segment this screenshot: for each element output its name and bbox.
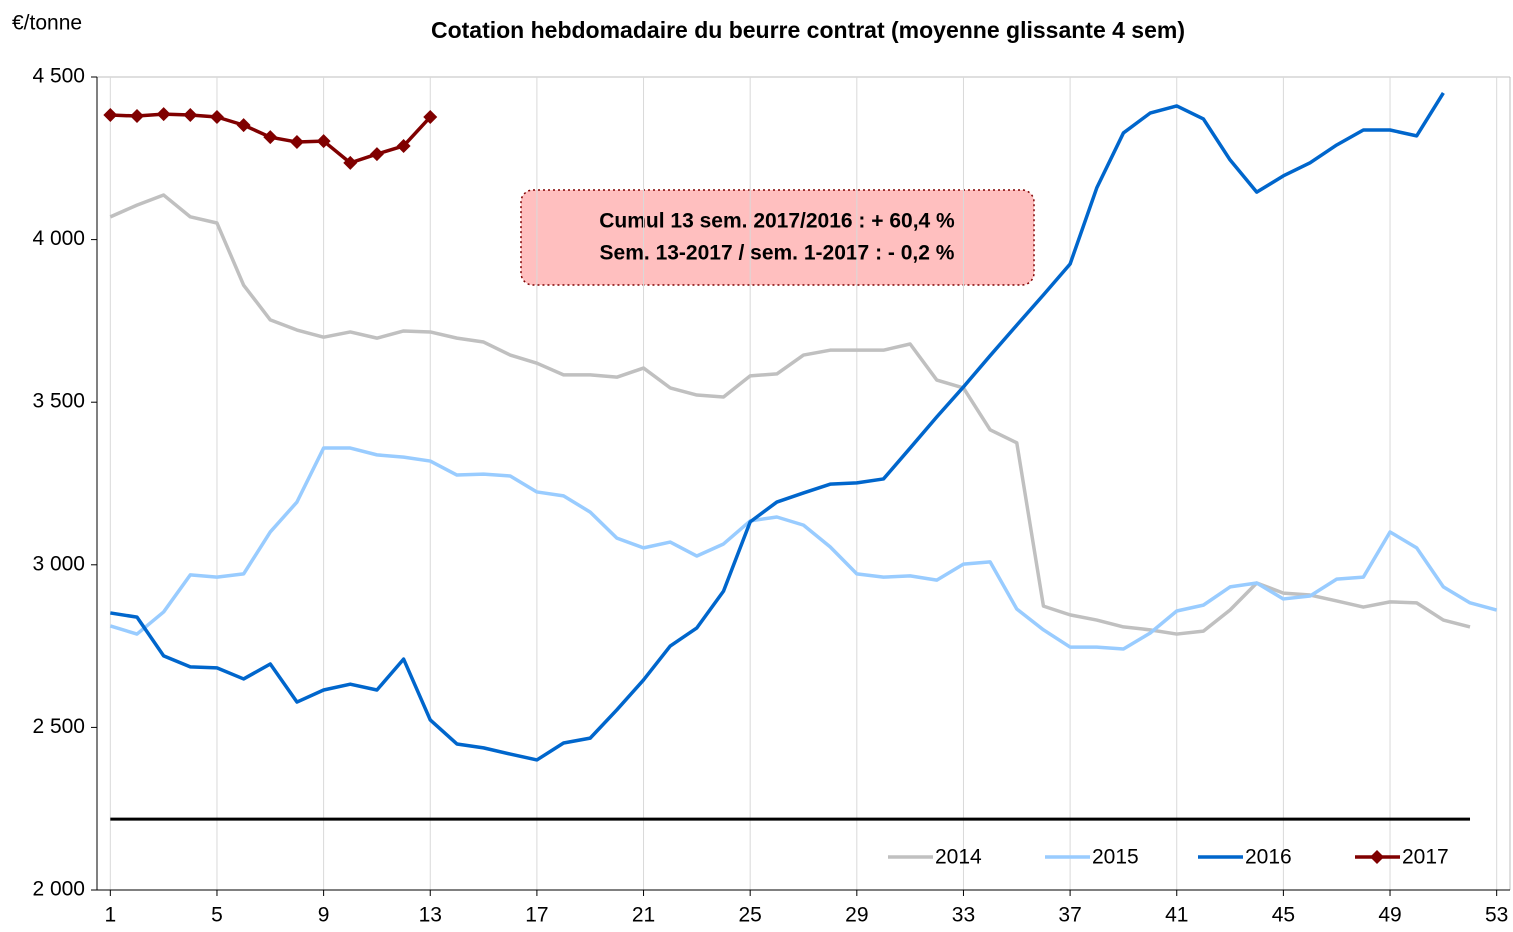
series-line [110, 92, 1445, 762]
marker [156, 107, 171, 122]
chart-title: Cotation hebdomadaire du beurre contrat … [431, 17, 1185, 43]
series-line [109, 193, 1471, 636]
x-tick-label: 49 [1378, 904, 1401, 927]
y-tick-label: 3 000 [32, 552, 85, 575]
x-tick-label: 33 [952, 904, 975, 927]
marker [129, 109, 144, 124]
y-tick-label: 2 000 [32, 878, 85, 901]
x-tick-label: 17 [525, 904, 548, 927]
y-axis-label: €/tonne [12, 12, 82, 35]
x-tick-label: 1 [104, 904, 116, 927]
marker [209, 109, 224, 124]
legend-label: 2015 [1092, 846, 1139, 869]
marker [236, 118, 251, 133]
y-tick-label: 2 500 [32, 715, 85, 738]
x-tick-label: 37 [1058, 904, 1081, 927]
marker [369, 147, 384, 162]
annotation-box [520, 189, 1035, 286]
x-tick-label: 5 [211, 904, 223, 927]
legend-marker [1370, 850, 1384, 864]
marker [103, 108, 118, 123]
annotation: Cumul 13 sem. 2017/2016 : + 60,4 % [599, 210, 955, 233]
x-tick-label: 41 [1165, 904, 1188, 927]
marker [183, 108, 198, 123]
marker [263, 130, 278, 145]
x-tick-label: 9 [318, 904, 330, 927]
annotation: Sem. 13-2017 / sem. 1-2017 : - 0,2 % [600, 242, 955, 265]
series-line [109, 446, 1498, 651]
x-tick-label: 21 [632, 904, 655, 927]
marker [396, 138, 411, 153]
legend-label: 2014 [935, 846, 982, 869]
marker [316, 134, 331, 149]
x-tick-label: 13 [419, 904, 442, 927]
y-tick-label: 4 000 [32, 227, 85, 250]
x-tick-label: 25 [738, 904, 761, 927]
y-tick-label: 4 500 [32, 65, 85, 88]
x-tick-label: 45 [1272, 904, 1295, 927]
marker [343, 155, 358, 170]
legend-label: 2016 [1245, 846, 1292, 869]
legend-label: 2017 [1402, 846, 1449, 869]
marker [423, 109, 438, 124]
y-tick-label: 3 500 [32, 390, 85, 413]
marker [289, 135, 304, 150]
x-tick-label: 29 [845, 904, 868, 927]
x-tick-label: 53 [1485, 904, 1508, 927]
